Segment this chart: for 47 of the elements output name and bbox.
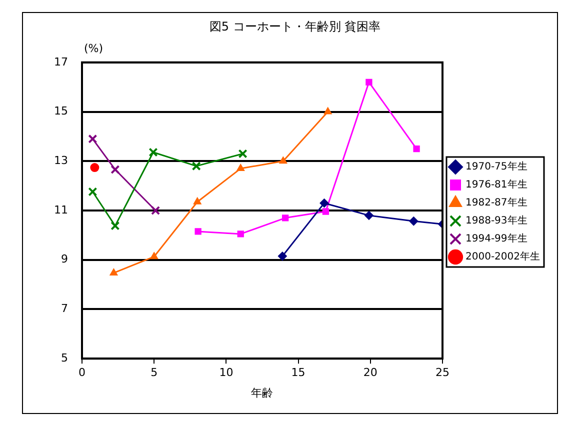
- y-tick-label: 11: [54, 203, 68, 216]
- point: [150, 252, 158, 260]
- legend-label: 1988-93年生: [465, 214, 528, 227]
- point: [322, 208, 330, 215]
- x-tick-label: 25: [435, 366, 450, 380]
- x-tick-label: 5: [150, 366, 158, 380]
- y-tick-label: 17: [54, 55, 68, 68]
- point: [413, 145, 420, 152]
- point: [320, 198, 329, 208]
- point: [151, 206, 160, 216]
- point: [110, 164, 120, 174]
- point: [238, 149, 248, 158]
- y-tick-label: 9: [60, 252, 68, 266]
- legend-label: 2000-2002年生: [465, 250, 540, 263]
- x-tick-label: 20: [363, 366, 378, 380]
- legend-label: 1982-87年生: [465, 196, 528, 209]
- point: [278, 252, 287, 261]
- point: [148, 148, 158, 157]
- point: [364, 210, 374, 220]
- point: [192, 162, 201, 171]
- legend-label: 1976-81年生: [465, 178, 528, 191]
- point: [88, 134, 98, 144]
- y-tick-label: 5: [60, 351, 68, 364]
- x-tick-label: 0: [78, 366, 86, 380]
- point: [324, 107, 332, 114]
- point: [194, 228, 202, 235]
- point: [90, 163, 100, 172]
- x-tick-label: 15: [291, 366, 306, 380]
- point: [237, 230, 244, 238]
- point: [279, 156, 288, 164]
- y-tick-label: 7: [60, 302, 68, 316]
- x-tick-label: 10: [219, 366, 234, 380]
- point: [282, 214, 289, 222]
- point: [366, 78, 372, 86]
- legend-label: 1994-99年生: [465, 232, 528, 245]
- x-axis-title: 年齢: [251, 386, 274, 400]
- y-tick-label: 15: [54, 104, 68, 118]
- point: [110, 221, 120, 230]
- point: [409, 216, 418, 226]
- y-tick-label: 13: [54, 154, 68, 167]
- chart-title: 図5 コーホート・年齢別 貧困率: [209, 19, 381, 34]
- point: [88, 187, 98, 196]
- legend-label: 1970-75年生: [465, 160, 528, 173]
- point: [193, 197, 202, 204]
- point: [236, 164, 245, 172]
- point: [110, 268, 118, 276]
- y-axis-title: (%): [84, 42, 104, 55]
